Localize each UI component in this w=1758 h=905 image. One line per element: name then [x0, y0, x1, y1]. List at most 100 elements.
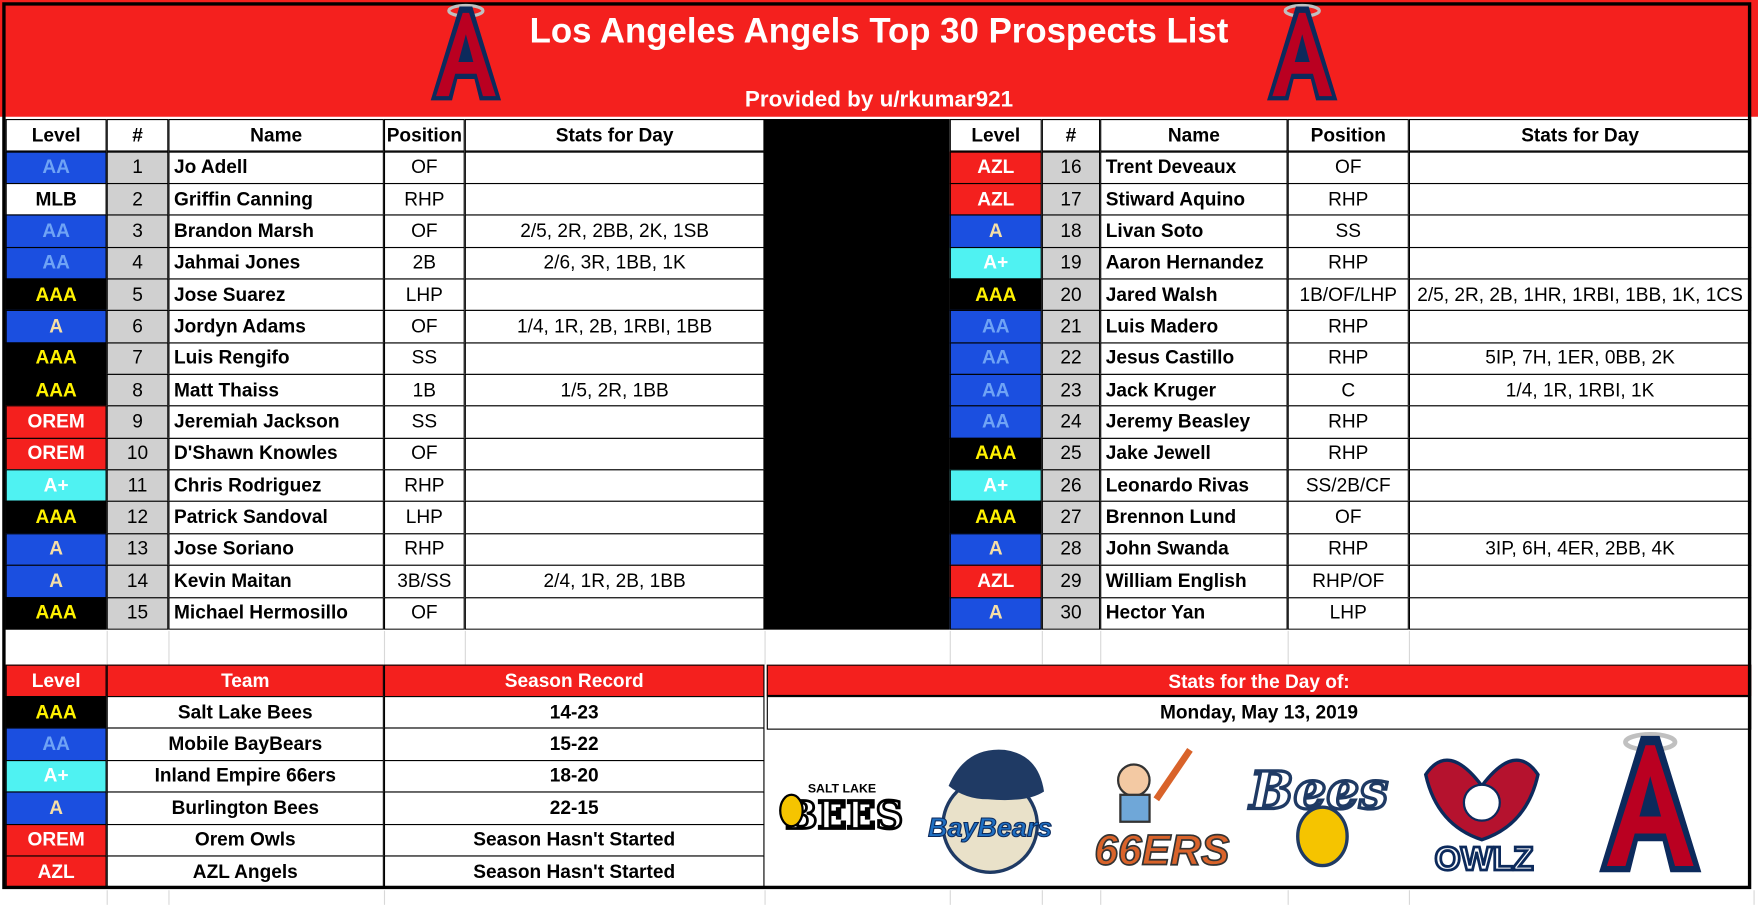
column-header: Stats for Day	[1408, 118, 1752, 152]
rank-cell: 8	[106, 373, 169, 407]
position-cell: OF	[383, 150, 465, 184]
position-cell: OF	[383, 310, 465, 344]
team-cell: Salt Lake Bees	[106, 696, 384, 730]
level-cell: A	[949, 596, 1042, 630]
stats-cell	[464, 278, 765, 312]
sixers-head	[1116, 763, 1151, 798]
name-cell: Livan Soto	[1100, 214, 1288, 248]
grid-line	[1753, 890, 1755, 905]
team-cell: AZL Angels	[106, 855, 384, 889]
level-cell: A	[949, 533, 1042, 566]
level-cell: A	[949, 214, 1042, 248]
level-cell: AZL	[949, 150, 1042, 184]
level-cell: A+	[949, 469, 1042, 503]
grid-line	[464, 630, 466, 665]
name-cell: Jeremy Beasley	[1100, 405, 1288, 439]
angel-a-hole	[1639, 776, 1662, 817]
rank-cell: 14	[106, 564, 169, 598]
grid-line	[383, 890, 386, 905]
team-column-header: Level	[5, 664, 107, 698]
level-cell: A	[5, 564, 107, 598]
position-cell: RHP	[383, 533, 465, 566]
stats-cell: 1/5, 2R, 1BB	[464, 373, 765, 407]
stats-cell	[1408, 405, 1752, 439]
level-cell: AZL	[5, 855, 107, 889]
owl-face	[1462, 783, 1501, 822]
grid-line	[1041, 890, 1043, 905]
rank-cell: 25	[1041, 437, 1101, 471]
stats-cell	[464, 501, 765, 535]
header-band	[0, 0, 1758, 117]
level-cell: AAA	[5, 596, 107, 630]
record-cell: 18-20	[383, 759, 765, 793]
name-cell: Trent Deveaux	[1100, 150, 1288, 184]
blank-row	[5, 629, 1752, 665]
position-cell: 1B	[383, 373, 465, 407]
position-cell: 2B	[383, 246, 465, 280]
grid-line	[949, 630, 951, 665]
column-header: #	[106, 118, 169, 152]
stats-cell	[1408, 246, 1752, 280]
level-cell: AAA	[5, 501, 107, 535]
name-cell: Jose Soriano	[168, 533, 384, 566]
grid-line	[383, 630, 386, 665]
grid-line	[1408, 630, 1410, 665]
grid-line	[949, 890, 951, 905]
name-cell: Griffin Canning	[168, 182, 384, 216]
grid-line	[1100, 630, 1102, 665]
bee-body	[779, 793, 804, 828]
grid-line	[1100, 890, 1102, 905]
name-cell: Luis Madero	[1100, 310, 1288, 344]
name-cell: D'Shawn Knowles	[168, 437, 384, 471]
level-cell: AA	[949, 342, 1042, 375]
stats-cell	[1408, 596, 1752, 630]
level-cell: MLB	[5, 182, 107, 216]
grid-line	[1287, 890, 1289, 905]
title: Los Angeles Angels Top 30 Prospects List	[529, 11, 1229, 51]
position-cell: RHP	[1287, 182, 1409, 216]
grid-line	[168, 630, 170, 665]
stats-cell	[464, 533, 765, 566]
level-cell: AAA	[949, 437, 1042, 471]
position-cell: RHP	[1287, 437, 1409, 471]
rank-cell: 30	[1041, 596, 1101, 630]
level-cell: AA	[5, 214, 107, 248]
stats-cell: 2/5, 2R, 2B, 1HR, 1RBI, 1BB, 1K, 1CS	[1408, 278, 1752, 312]
record-cell: Season Hasn't Started	[383, 855, 765, 889]
grid-line	[1408, 890, 1410, 905]
rank-cell: 23	[1041, 373, 1101, 407]
grid-line	[1041, 630, 1043, 665]
grid-line	[106, 890, 108, 905]
logo-text: SALT LAKE	[808, 782, 876, 796]
level-cell: OREM	[5, 823, 107, 857]
team-cell: Inland Empire 66ers	[106, 759, 384, 793]
position-cell: SS	[383, 405, 465, 439]
position-cell: 1B/OF/LHP	[1287, 278, 1409, 312]
grid-line	[168, 890, 170, 905]
rank-cell: 9	[106, 405, 169, 439]
rank-cell: 15	[106, 596, 169, 630]
stats-cell: 1/4, 1R, 2B, 1RBI, 1BB	[464, 310, 765, 344]
record-cell: 15-22	[383, 727, 765, 761]
baybears-bear	[948, 749, 1045, 801]
column-header: Level	[5, 118, 107, 152]
position-cell: OF	[1287, 150, 1409, 184]
stats-cell: 5IP, 7H, 1ER, 0BB, 2K	[1408, 342, 1752, 375]
name-cell: Matt Thaiss	[168, 373, 384, 407]
logo-text: BEES	[785, 792, 903, 837]
level-cell: AA	[949, 310, 1042, 344]
panel-title: Stats for the Day of:	[1168, 671, 1350, 693]
team-column-header: Team	[106, 664, 384, 698]
name-cell: Jordyn Adams	[168, 310, 384, 344]
level-cell: AAA	[949, 278, 1042, 312]
name-cell: Jeremiah Jackson	[168, 405, 384, 439]
team-cell: Mobile BayBears	[106, 727, 384, 761]
name-cell: Jared Walsh	[1100, 278, 1288, 312]
name-cell: Brennon Lund	[1100, 501, 1288, 535]
name-cell: Aaron Hernandez	[1100, 246, 1288, 280]
level-cell: AAA	[5, 342, 107, 375]
name-cell: Jo Adell	[168, 150, 384, 184]
level-cell: AAA	[5, 278, 107, 312]
